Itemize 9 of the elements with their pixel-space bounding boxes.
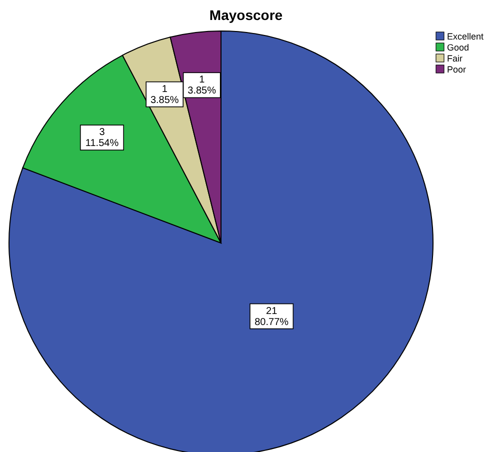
legend-label: Excellent (447, 32, 484, 42)
data-label: 1 3.85% (150, 84, 179, 106)
legend-label: Good (447, 42, 470, 52)
chart-title: Mayoscore (209, 7, 283, 23)
legend-label: Fair (447, 54, 462, 64)
legend-label: Poor (447, 64, 466, 74)
data-label: 1 3.85% (188, 74, 216, 97)
data-label: 21 80.77% (254, 306, 289, 328)
data-label: 3 11.54% (85, 127, 119, 150)
